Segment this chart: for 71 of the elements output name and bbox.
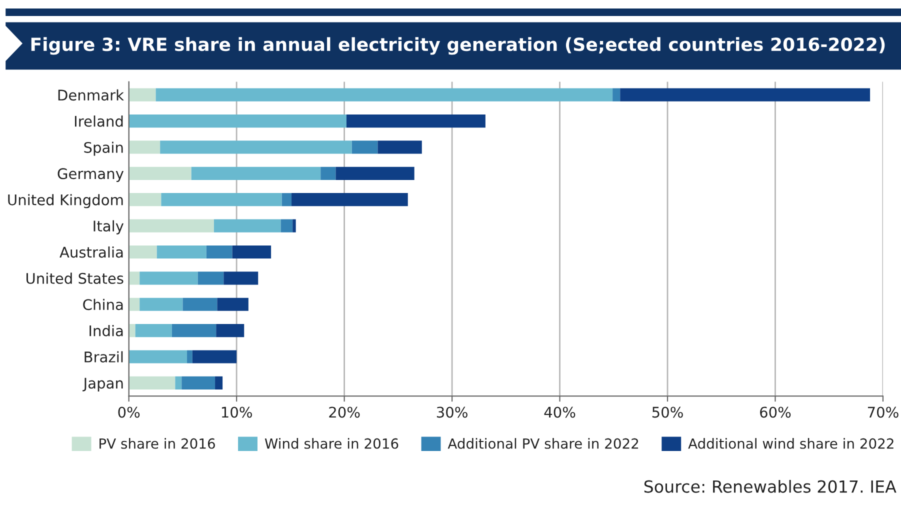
bar <box>128 219 214 232</box>
bar <box>175 376 182 390</box>
bar <box>140 298 183 311</box>
bar <box>187 350 192 364</box>
y-tick-label: China <box>83 298 123 310</box>
legend-label: Additional wind share in 2022 <box>688 438 894 449</box>
bar <box>161 193 282 206</box>
x-tick-label: 40% <box>544 406 576 418</box>
bar <box>128 88 156 102</box>
bar <box>128 350 188 364</box>
bar <box>128 140 160 154</box>
bar <box>280 219 293 232</box>
bar <box>224 272 258 285</box>
y-tick-label: Brazil <box>84 351 123 362</box>
bar <box>135 324 172 338</box>
y-tick-label: India <box>90 325 123 336</box>
x-tick-label: 20% <box>329 406 360 418</box>
y-tick-label: Australia <box>60 246 123 258</box>
bar <box>612 88 620 102</box>
bar <box>128 272 140 285</box>
chart-title: Figure 3: VRE share in annual electricity generation (Se;ected countries 2016-2022) <box>31 37 885 55</box>
legend-label: Additional PV share in 2022 <box>448 438 638 449</box>
y-tick-label: Ireland <box>74 116 123 127</box>
bar <box>156 88 613 102</box>
bar <box>214 219 281 232</box>
bar <box>198 272 224 285</box>
bar <box>172 324 216 338</box>
bar <box>191 166 321 180</box>
bar <box>346 114 486 128</box>
bar <box>128 298 140 311</box>
legend-label: Wind share in 2016 <box>264 438 398 449</box>
y-tick-label: Denmark <box>58 89 124 101</box>
bar <box>182 376 216 390</box>
bar <box>140 272 198 285</box>
x-tick-label: 60% <box>760 406 791 418</box>
bar <box>215 376 223 390</box>
bar <box>128 245 157 259</box>
bar <box>620 88 870 102</box>
bar <box>156 245 206 259</box>
legend-label: PV share in 2016 <box>100 438 215 449</box>
bar <box>192 350 237 364</box>
bar <box>128 193 162 206</box>
y-tick-label: Germany <box>58 168 124 182</box>
bar <box>282 193 292 206</box>
bar <box>336 166 414 180</box>
bar <box>182 298 218 311</box>
y-tick-label: Italy <box>94 220 124 234</box>
bar <box>128 166 192 180</box>
bar <box>292 193 408 206</box>
y-tick-label: United States <box>26 272 124 284</box>
x-tick-label: 30% <box>436 406 468 418</box>
bar <box>128 114 346 128</box>
bar <box>378 140 422 154</box>
bar <box>160 140 352 154</box>
bar <box>206 245 232 259</box>
y-tick-label: Japan <box>82 378 123 392</box>
x-tick-label: 0% <box>118 406 140 418</box>
x-tick-label: 70% <box>868 406 898 418</box>
x-tick-label: 10% <box>222 406 252 418</box>
bar <box>232 245 272 259</box>
x-tick-label: 50% <box>652 406 683 418</box>
bar <box>128 324 136 338</box>
y-tick-label: Spain <box>84 142 123 156</box>
bar <box>292 219 296 232</box>
bar <box>216 324 244 338</box>
bar <box>217 298 248 311</box>
y-tick-label: United Kingdom <box>8 194 123 208</box>
bar <box>352 140 378 154</box>
bar <box>320 166 336 180</box>
bar <box>128 376 176 390</box>
source-note: Source: Renewables 2017. IEA <box>644 480 896 493</box>
